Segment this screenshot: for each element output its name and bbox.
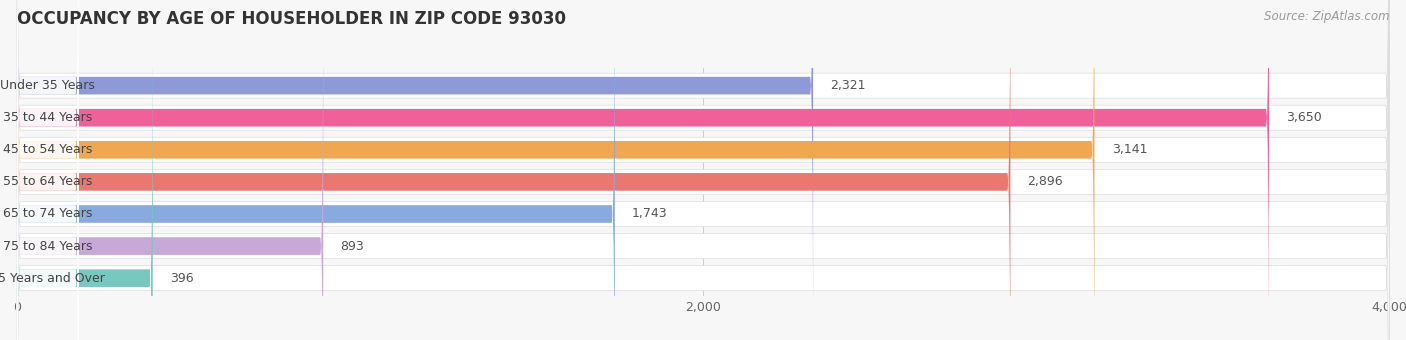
- FancyBboxPatch shape: [17, 0, 79, 340]
- FancyBboxPatch shape: [17, 0, 1389, 340]
- Text: Source: ZipAtlas.com: Source: ZipAtlas.com: [1264, 10, 1389, 23]
- Text: 3,141: 3,141: [1112, 143, 1147, 156]
- Text: 2,321: 2,321: [831, 79, 866, 92]
- FancyBboxPatch shape: [17, 0, 1389, 340]
- FancyBboxPatch shape: [17, 0, 1011, 340]
- Text: Under 35 Years: Under 35 Years: [0, 79, 96, 92]
- FancyBboxPatch shape: [17, 0, 153, 340]
- FancyBboxPatch shape: [17, 0, 79, 340]
- FancyBboxPatch shape: [17, 0, 1389, 340]
- FancyBboxPatch shape: [17, 0, 79, 340]
- Text: 75 to 84 Years: 75 to 84 Years: [3, 240, 93, 253]
- FancyBboxPatch shape: [17, 0, 813, 340]
- Text: 2,896: 2,896: [1028, 175, 1063, 188]
- Text: 65 to 74 Years: 65 to 74 Years: [3, 207, 93, 220]
- FancyBboxPatch shape: [17, 0, 1389, 340]
- FancyBboxPatch shape: [17, 0, 79, 340]
- FancyBboxPatch shape: [17, 0, 323, 340]
- Text: 85 Years and Over: 85 Years and Over: [0, 272, 105, 285]
- FancyBboxPatch shape: [17, 0, 1389, 340]
- Text: 35 to 44 Years: 35 to 44 Years: [3, 111, 93, 124]
- Text: OCCUPANCY BY AGE OF HOUSEHOLDER IN ZIP CODE 93030: OCCUPANCY BY AGE OF HOUSEHOLDER IN ZIP C…: [17, 10, 565, 28]
- FancyBboxPatch shape: [17, 0, 614, 340]
- Text: 55 to 64 Years: 55 to 64 Years: [3, 175, 93, 188]
- FancyBboxPatch shape: [17, 0, 1389, 340]
- Text: 396: 396: [170, 272, 194, 285]
- Text: 3,650: 3,650: [1286, 111, 1322, 124]
- FancyBboxPatch shape: [17, 0, 79, 340]
- FancyBboxPatch shape: [17, 0, 1389, 340]
- FancyBboxPatch shape: [17, 0, 1270, 340]
- FancyBboxPatch shape: [17, 0, 79, 340]
- FancyBboxPatch shape: [17, 0, 79, 340]
- Text: 45 to 54 Years: 45 to 54 Years: [3, 143, 93, 156]
- Text: 1,743: 1,743: [631, 207, 668, 220]
- FancyBboxPatch shape: [17, 0, 1094, 340]
- Text: 893: 893: [340, 240, 364, 253]
